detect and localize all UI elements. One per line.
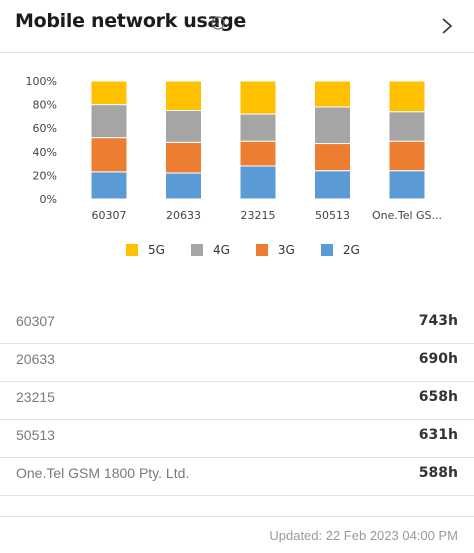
legend-item[interactable]: 4G (190, 243, 230, 257)
network-name: 50513 (16, 427, 55, 443)
bar-segment-2g (314, 170, 351, 200)
bar-segment-5g (239, 80, 277, 115)
bar-segment-4g (388, 111, 426, 142)
x-tick-label: 20633 (166, 209, 201, 222)
chart-legend: 5G 4G 3G 2G (126, 241, 386, 259)
table-row[interactable]: 60307 743h (0, 305, 474, 344)
usage-hours: 743h (418, 313, 458, 329)
y-tick-label: 60% (33, 122, 57, 135)
table-row[interactable]: One.Tel GSM 1800 Pty. Ltd. 588h (0, 457, 474, 496)
x-tick-label: 50513 (315, 209, 350, 222)
legend-swatch (320, 244, 333, 256)
table-row[interactable]: 50513 631h (0, 419, 474, 458)
bar-segment-3g (165, 141, 202, 174)
legend-item[interactable]: 2G (320, 243, 360, 257)
bar-segment-5g (314, 80, 351, 108)
table-row[interactable]: 20633 690h (0, 343, 474, 382)
y-tick-label: 100% (26, 75, 57, 88)
y-tick-label: 40% (33, 146, 57, 159)
bar-segment-3g (239, 140, 277, 167)
x-tick-label: One.Tel GS... (372, 209, 442, 222)
legend-swatch (126, 244, 138, 256)
info-circle-icon[interactable] (211, 16, 225, 30)
usage-hours: 631h (418, 427, 458, 443)
usage-hours: 588h (418, 465, 458, 481)
legend-label: 5G (148, 243, 165, 257)
bar-segment-3g (90, 137, 128, 173)
network-name: 23215 (16, 389, 55, 405)
bar-segment-2g (165, 172, 202, 200)
bar-segment-2g (388, 170, 426, 200)
card-title: Mobile network usage (15, 10, 246, 32)
bar-segment-4g (90, 104, 128, 139)
bar-segment-5g (165, 80, 202, 111)
bar-segment-4g (165, 110, 202, 143)
legend-label: 2G (342, 243, 360, 257)
network-name: One.Tel GSM 1800 Pty. Ltd. (16, 465, 190, 481)
usage-hours: 690h (418, 351, 458, 367)
bar-segment-5g (90, 80, 128, 106)
y-tick-label: 0% (40, 193, 57, 206)
usage-stacked-bar-chart: 100% 80% 60% 40% 20% 0% 60307 20633 23215 50513 On… (26, 75, 442, 222)
network-name: 20633 (16, 351, 55, 367)
bar-segment-4g (239, 113, 277, 142)
table-row[interactable]: 23215 658h (0, 381, 474, 420)
legend-swatch (190, 244, 203, 256)
updated-timestamp: Updated: 22 Feb 2023 04:00 PM (269, 528, 458, 543)
card-header: Mobile network usage (0, 0, 474, 53)
bar-segment-3g (388, 140, 426, 172)
legend-label: 3G (277, 243, 295, 257)
legend-item[interactable]: 5G (126, 243, 165, 257)
x-tick-label: 60307 (92, 209, 127, 222)
legend-item[interactable]: 3G (255, 243, 295, 257)
legend-label: 4G (212, 243, 230, 257)
bar-segment-5g (388, 80, 426, 113)
bar-segment-4g (314, 106, 351, 145)
network-name: 60307 (16, 313, 55, 329)
legend-swatch (255, 244, 268, 256)
usage-hours: 658h (418, 389, 458, 405)
chevron-right-icon[interactable] (440, 16, 454, 36)
bar-segment-2g (239, 165, 277, 200)
x-tick-label: 23215 (241, 209, 276, 222)
bar-segment-2g (90, 171, 128, 200)
divider (0, 516, 474, 517)
y-tick-label: 80% (33, 99, 57, 112)
y-tick-label: 20% (33, 169, 57, 182)
bar-segment-3g (314, 143, 351, 172)
